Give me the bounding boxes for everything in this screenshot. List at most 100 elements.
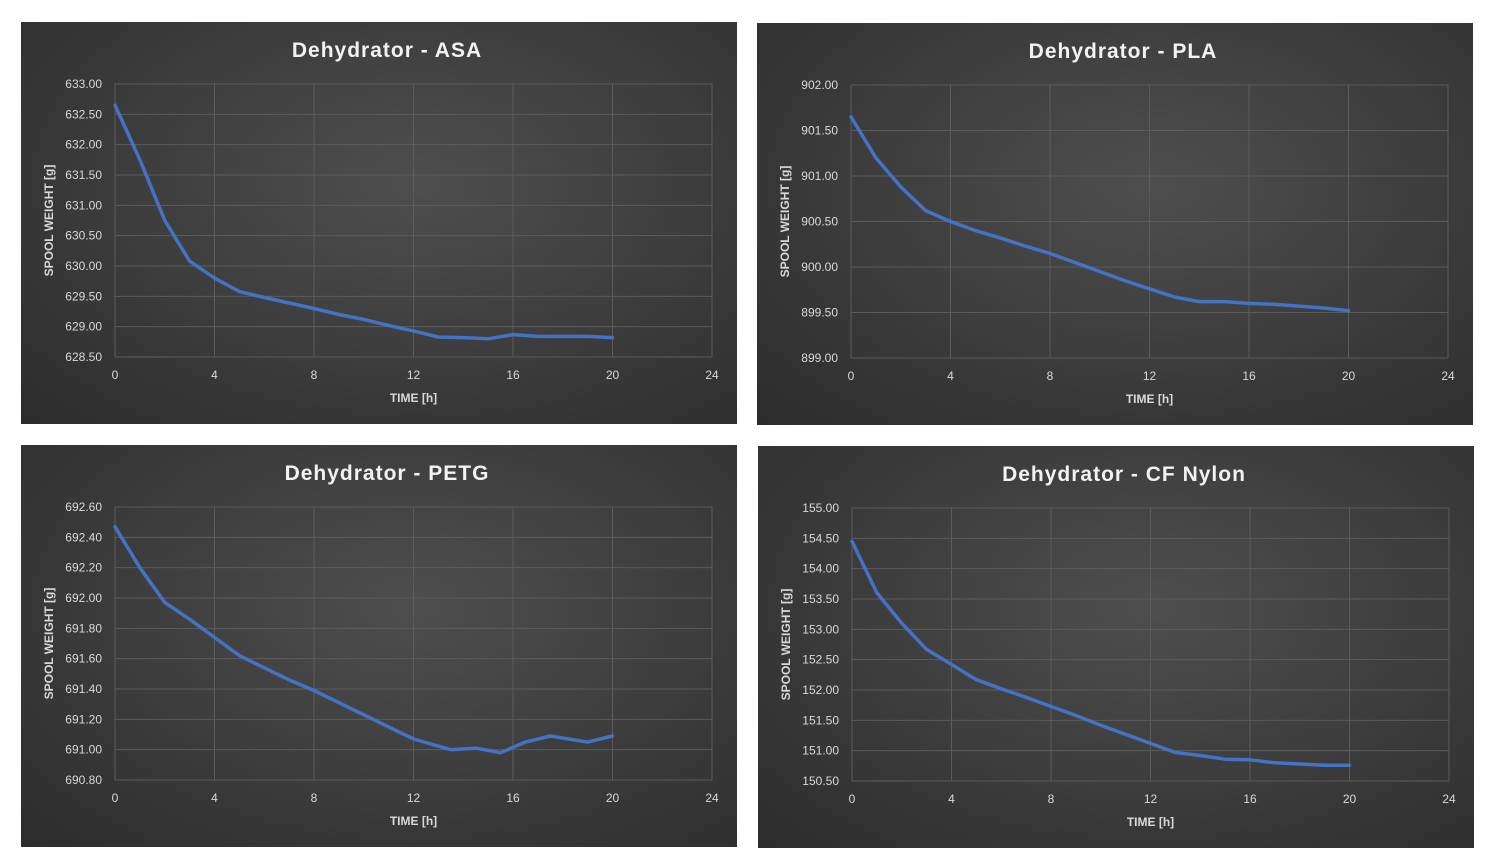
data-point xyxy=(214,277,215,279)
data-point xyxy=(139,567,141,569)
data-point xyxy=(263,667,265,669)
y-tick-label: 692.40 xyxy=(65,530,102,544)
y-tick-label: 631.50 xyxy=(65,168,102,182)
x-tick-label: 4 xyxy=(948,792,955,806)
data-point xyxy=(1050,705,1052,707)
data-point xyxy=(850,116,852,118)
data-point xyxy=(1075,714,1077,716)
x-tick-label: 16 xyxy=(1243,792,1257,806)
data-point xyxy=(1000,688,1002,690)
x-axis-label: TIME [h] xyxy=(390,814,437,828)
data-point xyxy=(562,335,564,337)
y-tick-label: 631.00 xyxy=(65,198,102,212)
data-point xyxy=(462,337,464,339)
data-point xyxy=(413,738,414,740)
x-tick-label: 20 xyxy=(606,368,620,382)
data-point xyxy=(1199,755,1201,757)
x-tick-label: 8 xyxy=(1047,369,1054,383)
chart-svg-dehydrator-pla: Dehydrator - PLA 899.00 899.50 900.00 900.50… xyxy=(778,40,1455,406)
chart-panel-pla: Dehydrator - PLA 899.00 899.50 900.00 900.50… xyxy=(757,23,1473,425)
data-point xyxy=(549,735,551,737)
x-tick-label: 24 xyxy=(1441,369,1455,383)
data-point xyxy=(974,230,976,232)
y-tick-label: 899.50 xyxy=(801,306,838,320)
data-point xyxy=(189,618,191,620)
y-tick-label: 153.50 xyxy=(802,592,839,606)
x-tick-label: 0 xyxy=(849,792,856,806)
chart-svg-dehydrator-asa: Dehydrator - ASA 628.50 629.00 629.50 630.00… xyxy=(42,39,719,405)
y-tick-label: 629.00 xyxy=(65,320,102,334)
data-point xyxy=(1173,296,1175,298)
x-tick-label: 4 xyxy=(947,369,954,383)
x-tick-label: 20 xyxy=(1343,792,1357,806)
data-point xyxy=(900,186,902,188)
data-point xyxy=(238,655,240,657)
data-point xyxy=(313,690,315,692)
y-tick-label: 630.00 xyxy=(65,259,102,273)
y-axis-label: SPOOL WEIGHT [g] xyxy=(42,165,56,277)
data-point xyxy=(1025,696,1027,698)
data-point xyxy=(288,302,290,304)
chart-panel-asa: Dehydrator - ASA 628.50 629.00 629.50 630.00… xyxy=(21,22,737,424)
chart-title: Dehydrator - PLA xyxy=(1029,40,1218,63)
data-point xyxy=(901,622,903,624)
data-point xyxy=(537,335,539,337)
data-point xyxy=(1224,758,1226,760)
data-point xyxy=(413,330,414,332)
data-point xyxy=(999,237,1001,239)
data-point xyxy=(1124,280,1126,282)
data-point xyxy=(338,702,340,704)
data-point xyxy=(1298,305,1300,307)
y-tick-label: 692.60 xyxy=(65,500,102,514)
data-point xyxy=(1223,301,1225,303)
x-tick-label: 8 xyxy=(1048,792,1055,806)
data-point xyxy=(139,159,141,161)
series-line xyxy=(113,524,615,755)
data-point xyxy=(1248,302,1250,304)
y-axis-label: SPOOL WEIGHT [g] xyxy=(778,166,792,278)
x-tick-label: 8 xyxy=(311,791,318,805)
y-tick-label: 154.00 xyxy=(802,562,839,576)
y-tick-label: 152.50 xyxy=(802,653,839,667)
data-point xyxy=(164,602,166,604)
x-tick-label: 16 xyxy=(506,791,520,805)
chart-title: Dehydrator - CF Nylon xyxy=(1002,463,1246,486)
data-point xyxy=(1198,301,1200,303)
data-point xyxy=(114,104,116,106)
data-point xyxy=(363,318,365,320)
data-point xyxy=(512,334,514,336)
y-tick-label: 151.00 xyxy=(802,744,839,758)
y-axis-label: SPOOL WEIGHT [g] xyxy=(779,589,793,701)
data-point xyxy=(363,714,365,716)
data-point xyxy=(876,592,878,594)
data-point xyxy=(524,741,526,743)
data-point xyxy=(875,157,877,159)
data-point xyxy=(388,726,390,728)
data-point xyxy=(925,210,927,212)
data-point xyxy=(114,526,116,528)
data-point xyxy=(288,679,290,681)
x-tick-label: 24 xyxy=(705,791,719,805)
data-point xyxy=(1049,252,1051,254)
y-tick-label: 900.00 xyxy=(801,260,838,274)
y-tick-label: 152.00 xyxy=(802,683,839,697)
data-point xyxy=(1348,310,1349,312)
y-tick-label: 692.00 xyxy=(65,591,102,605)
data-point xyxy=(1249,759,1251,761)
data-point xyxy=(437,336,439,338)
y-tick-label: 691.60 xyxy=(65,652,102,666)
chart-panel-cf-nylon: Dehydrator - CF Nylon 150.50 151.00 151.50 1… xyxy=(758,446,1474,848)
chart-svg-dehydrator-cf-nylon: Dehydrator - CF Nylon 150.50 151.00 151.50 1… xyxy=(779,463,1456,829)
y-tick-label: 691.00 xyxy=(65,743,102,757)
x-tick-label: 0 xyxy=(112,368,119,382)
x-tick-label: 8 xyxy=(311,368,318,382)
y-tick-label: 155.00 xyxy=(802,501,839,515)
data-point xyxy=(238,290,240,292)
data-point xyxy=(500,752,502,754)
data-point xyxy=(164,220,166,221)
data-point xyxy=(1299,763,1301,765)
data-point xyxy=(1125,733,1127,735)
y-tick-label: 690.80 xyxy=(65,773,102,787)
data-point xyxy=(475,747,477,749)
x-tick-label: 16 xyxy=(506,368,520,382)
